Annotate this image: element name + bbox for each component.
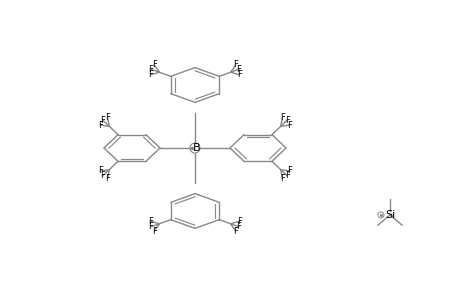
Text: F: F bbox=[148, 65, 153, 74]
Text: F: F bbox=[148, 70, 153, 79]
Text: F: F bbox=[236, 70, 241, 79]
Text: F: F bbox=[284, 171, 289, 180]
Text: F: F bbox=[100, 171, 105, 180]
Text: F: F bbox=[236, 222, 241, 231]
Text: F: F bbox=[236, 217, 241, 226]
Text: F: F bbox=[233, 60, 238, 69]
Text: B: B bbox=[192, 143, 200, 153]
Text: F: F bbox=[286, 121, 291, 130]
Text: F: F bbox=[233, 226, 238, 236]
Text: F: F bbox=[100, 116, 105, 125]
Text: F: F bbox=[236, 65, 241, 74]
Text: F: F bbox=[280, 174, 284, 183]
Text: F: F bbox=[280, 113, 284, 122]
Text: F: F bbox=[286, 167, 291, 176]
Text: F: F bbox=[151, 60, 157, 69]
Text: F: F bbox=[98, 121, 103, 130]
Text: F: F bbox=[98, 167, 103, 176]
Text: F: F bbox=[284, 116, 289, 125]
Text: Si: Si bbox=[384, 210, 394, 220]
Text: F: F bbox=[151, 226, 157, 236]
Text: F: F bbox=[148, 222, 153, 231]
Text: F: F bbox=[148, 217, 153, 226]
Text: F: F bbox=[105, 174, 110, 183]
Text: F: F bbox=[105, 113, 110, 122]
